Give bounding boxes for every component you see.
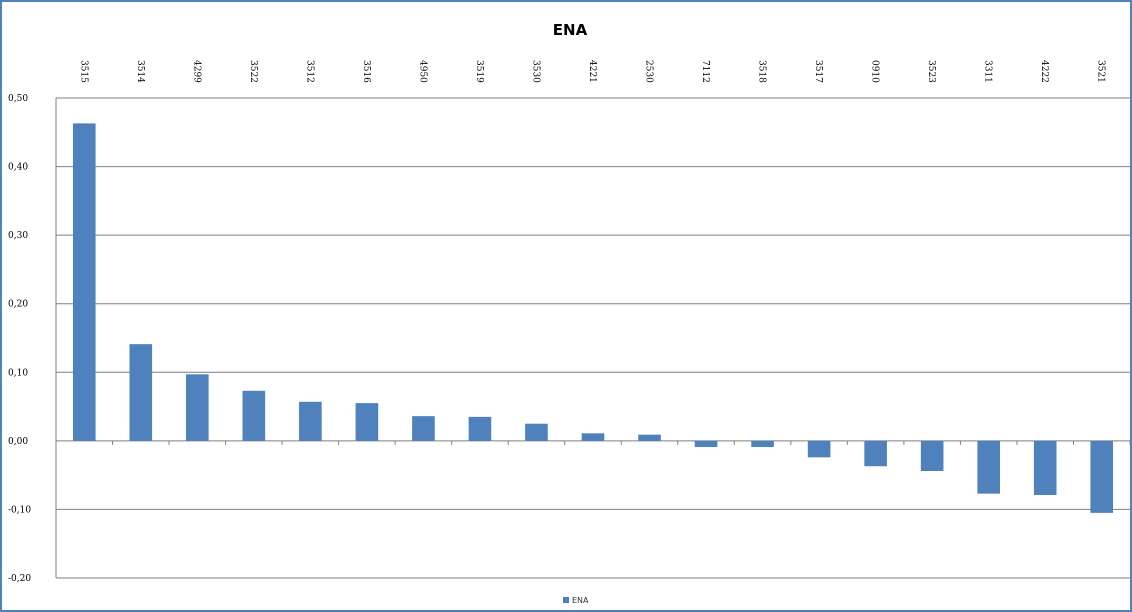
bar	[920, 440, 944, 472]
x-tick-label: 4950	[417, 60, 427, 83]
y-axis-ticks: 0,50 0,40 0,30 0,20 0,10 0,00 -0,10 -0,20	[8, 94, 31, 584]
legend: ENA	[563, 596, 589, 605]
bar	[186, 374, 209, 441]
x-tick-label: 3512	[304, 60, 314, 83]
x-tick-label: 3523	[926, 60, 936, 83]
legend-label: ENA	[572, 596, 589, 605]
bars	[72, 123, 1114, 513]
chart-title: ENA	[553, 21, 588, 39]
x-tick-label: 3516	[361, 60, 371, 83]
bar	[1033, 440, 1057, 496]
bar	[977, 440, 1000, 494]
x-tick-label: 4222	[1039, 60, 1049, 83]
x-tick-label: 3522	[248, 60, 258, 83]
y-tick-label: 0,50	[8, 94, 28, 104]
x-axis-ticks: 3515 3514 4299 3522 3512 3516 4950 3519 3530 4221…	[78, 60, 1105, 83]
x-tick-label: 7112	[700, 60, 710, 83]
bar	[1090, 440, 1114, 513]
x-tick-label: 3311	[983, 60, 993, 83]
x-tick-label: 3530	[530, 60, 540, 83]
x-tick-label: 3521	[1096, 60, 1106, 83]
bar	[129, 344, 153, 441]
bar	[355, 403, 379, 441]
legend-swatch	[563, 597, 569, 603]
y-tick-label: -0,10	[8, 505, 31, 515]
y-tick-label: 0,40	[8, 163, 28, 173]
bar	[807, 440, 831, 458]
y-tick-label: 0,30	[8, 231, 28, 241]
x-tick-label: 3517	[813, 60, 823, 83]
bar	[525, 423, 548, 441]
bar	[242, 390, 266, 441]
x-tick-label: 3514	[135, 60, 145, 83]
y-tick-label: 0,00	[8, 437, 28, 447]
x-tick-label: 2530	[644, 60, 654, 83]
x-tick-label: 4299	[191, 60, 201, 83]
bar	[581, 433, 605, 441]
bar	[72, 123, 96, 441]
x-tick-label: 0910	[870, 60, 880, 83]
bar	[694, 440, 718, 448]
y-tick-label: -0,20	[8, 574, 31, 584]
x-tick-label: 3515	[78, 60, 88, 83]
bar	[751, 440, 774, 448]
y-tick-label: 0,10	[8, 368, 28, 378]
bar	[299, 401, 322, 441]
bar	[468, 416, 492, 441]
x-tick-label: 3519	[474, 60, 484, 83]
bar	[864, 440, 887, 467]
bar	[638, 434, 661, 441]
x-tick-label: 4221	[587, 60, 597, 83]
bar	[412, 416, 435, 441]
grid-layer	[55, 97, 1131, 579]
y-tick-label: 0,20	[8, 300, 28, 310]
x-tick-label: 3518	[757, 60, 767, 83]
